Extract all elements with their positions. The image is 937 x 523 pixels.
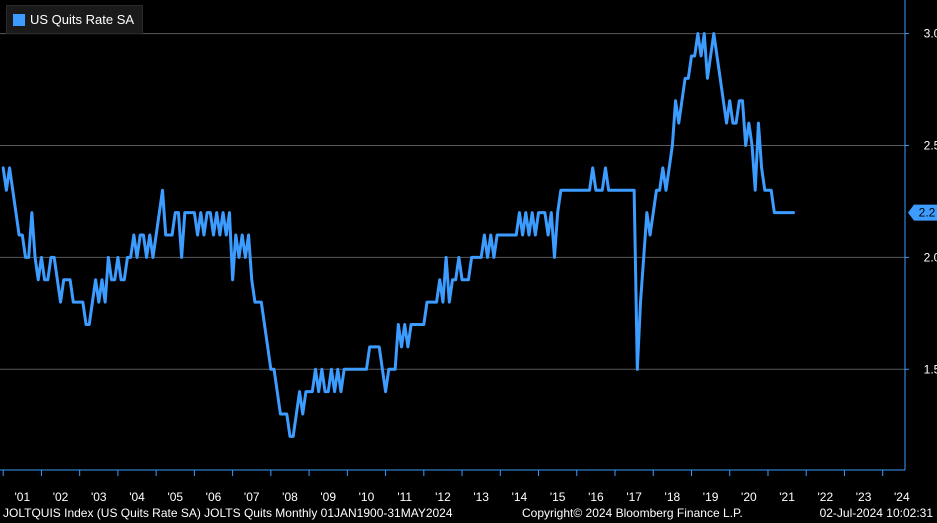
x-tick-label: '13: [473, 490, 489, 504]
x-tick-label: '23: [856, 490, 872, 504]
x-tick-label: '22: [818, 490, 834, 504]
x-tick-label: '14: [512, 490, 528, 504]
x-tick-label: '04: [129, 490, 145, 504]
x-tick-label: '10: [359, 490, 375, 504]
y-tick-label: 1.5: [924, 362, 937, 376]
x-tick-label: '02: [53, 490, 69, 504]
gridlines: [0, 33, 905, 370]
x-tick-label: '19: [703, 490, 719, 504]
y-tick-label: 2.0: [924, 250, 937, 264]
x-tick-label: '06: [206, 490, 222, 504]
x-tick-label: '20: [741, 490, 757, 504]
x-tick-label: '18: [665, 490, 681, 504]
legend-swatch: [13, 13, 25, 26]
series-layer: [1, 32, 795, 438]
x-tick-label: '17: [626, 490, 642, 504]
x-tick-label: '16: [588, 490, 604, 504]
footer: JOLTQUIS Index (US Quits Rate SA) JOLTS …: [0, 505, 937, 523]
x-axis: '01 '02 '03 '04 '05 '06 '07 '08 '09 '10 '11 '12 '13 '…: [0, 469, 910, 504]
x-tick-label: '21: [779, 490, 795, 504]
quits-rate-chart: '01 '02 '03 '04 '05 '06 '07 '08 '09 '10 '11 '12 '13 '…: [0, 0, 937, 504]
last-value-label: 2.2: [919, 206, 936, 220]
last-value-marker: 2.2: [908, 204, 937, 221]
x-tick-label: '09: [320, 490, 336, 504]
y-tick-label: 3.0: [924, 27, 937, 41]
footer-copyright: Copyright© 2024 Bloomberg Finance L.P.: [522, 506, 743, 520]
legend-label: US Quits Rate SA: [30, 12, 135, 27]
series-line-us-quits-rate: [1, 32, 795, 438]
x-tick-label: '24: [894, 490, 910, 504]
y-tick-label: 2.5: [924, 138, 937, 152]
x-tick-label: '07: [244, 490, 260, 504]
x-tick-label: '08: [282, 490, 298, 504]
x-tick-label: '05: [167, 490, 183, 504]
x-tick-label: '01: [14, 490, 30, 504]
legend[interactable]: US Quits Rate SA: [6, 5, 144, 34]
x-tick-label: '11: [397, 490, 412, 504]
y-axis: 1.5 2.0 2.5 3.0: [904, 0, 937, 470]
x-tick-label: '03: [91, 490, 107, 504]
x-tick-label: '15: [550, 490, 566, 504]
footer-source: JOLTQUIS Index (US Quits Rate SA) JOLTS …: [3, 506, 453, 520]
x-tick-label: '12: [435, 490, 451, 504]
footer-timestamp: 02-Jul-2024 10:02:31: [819, 506, 933, 520]
last-value-badge: [908, 204, 937, 221]
